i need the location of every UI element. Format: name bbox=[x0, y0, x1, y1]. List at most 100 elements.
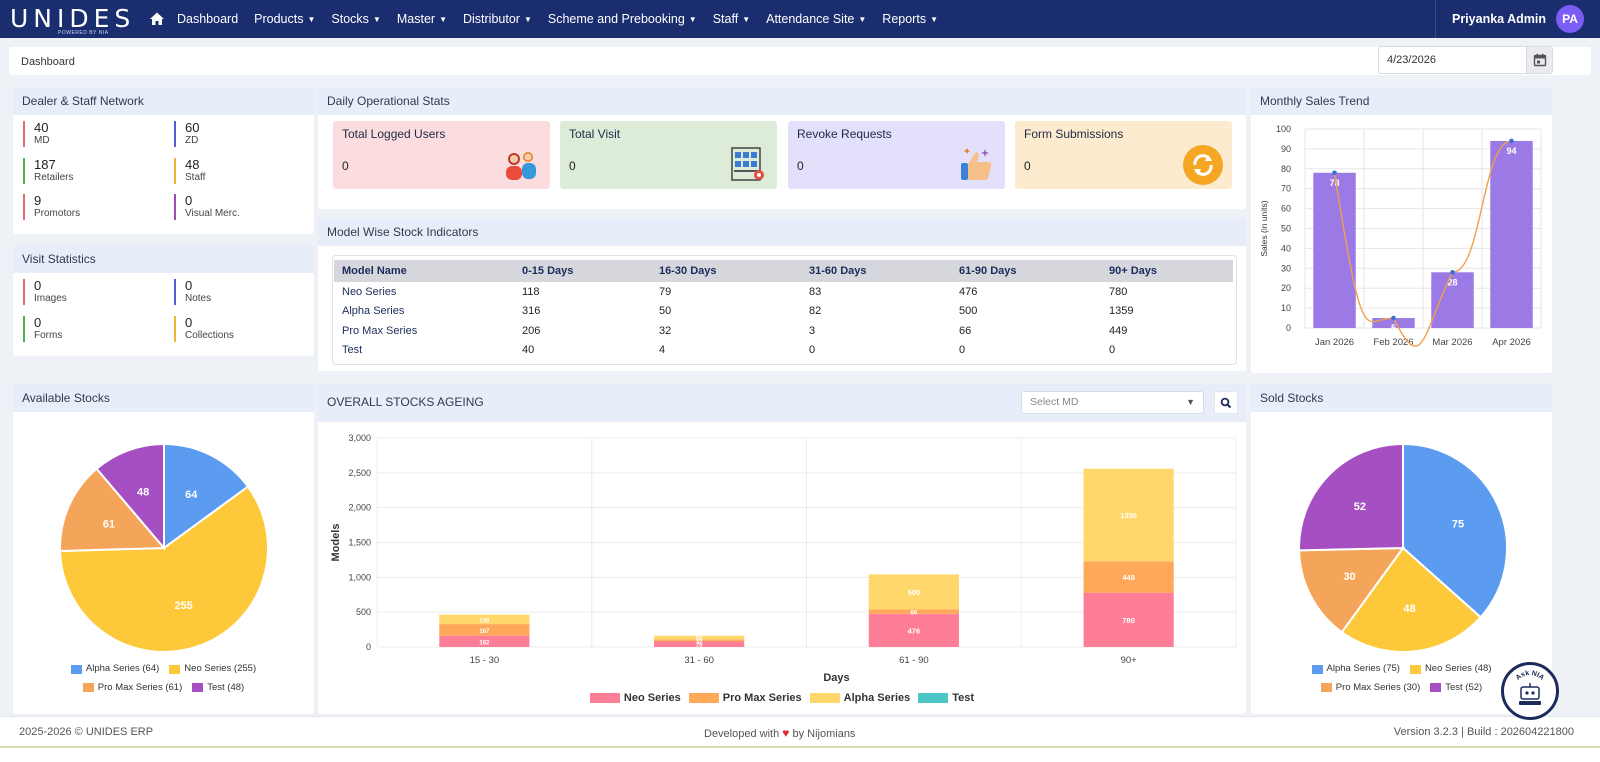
unides-logo[interactable]: UNIDES POWERED BY NIA bbox=[10, 6, 130, 36]
legend-item[interactable]: Test (48) bbox=[192, 679, 244, 697]
bar-segment[interactable] bbox=[868, 609, 959, 614]
pie-slice[interactable] bbox=[1298, 442, 1404, 552]
nav-item-products[interactable]: Products ▼ bbox=[254, 12, 315, 26]
pie-slice-label: 61 bbox=[103, 518, 115, 530]
legend-label: Test bbox=[952, 692, 975, 704]
stat-value: 9 bbox=[34, 193, 42, 208]
pie-slice[interactable] bbox=[163, 442, 250, 550]
legend-item[interactable]: Pro Max Series bbox=[688, 692, 802, 704]
legend-item[interactable]: Test (52) bbox=[1430, 679, 1482, 697]
bar-segment[interactable] bbox=[439, 635, 530, 647]
bar-segment[interactable] bbox=[1083, 592, 1174, 647]
pie-slice-label: 30 bbox=[1343, 571, 1355, 583]
card-title: Visit Statistics bbox=[13, 245, 314, 273]
bar-segment[interactable] bbox=[654, 635, 745, 640]
bar-data-label: 66 bbox=[911, 611, 918, 617]
bar-segment[interactable] bbox=[439, 624, 530, 636]
search-icon bbox=[1220, 397, 1232, 408]
date-input[interactable] bbox=[1379, 47, 1527, 73]
ask-nia-label: Ask NIA bbox=[1515, 670, 1546, 682]
trend-point[interactable] bbox=[1332, 170, 1337, 176]
bar-data-label: 28 bbox=[1447, 277, 1457, 287]
user-menu[interactable]: Priyanka Admin PA bbox=[1434, 0, 1600, 38]
y-tick-label: 20 bbox=[1281, 283, 1291, 293]
table-row: Test 40 4 0 0 0 bbox=[334, 341, 1233, 361]
stat-value: 187 bbox=[34, 156, 56, 172]
pie-slice[interactable] bbox=[59, 467, 167, 553]
y-tick-label: 10 bbox=[1281, 303, 1291, 313]
bar-segment[interactable] bbox=[868, 574, 959, 610]
footer-credit: Developed with ♥ by Nijomians bbox=[704, 726, 855, 740]
legend-item[interactable]: Alpha Series (75) bbox=[1311, 660, 1400, 678]
bar[interactable] bbox=[1313, 172, 1356, 328]
x-tick-label: Feb 2026 bbox=[1373, 337, 1413, 348]
bar-segment[interactable] bbox=[1083, 561, 1174, 593]
legend-label: Alpha Series (75) bbox=[1326, 663, 1400, 674]
chevron-down-icon: ▼ bbox=[742, 14, 751, 24]
legend-item[interactable]: Alpha Series bbox=[809, 692, 910, 704]
bar[interactable] bbox=[1372, 318, 1415, 328]
legend-item[interactable]: Pro Max Series (30) bbox=[1320, 679, 1420, 697]
bar[interactable] bbox=[1490, 140, 1533, 328]
legend-swatch bbox=[809, 693, 840, 703]
nav-item-master[interactable]: Master ▼ bbox=[397, 12, 447, 26]
table-cell: 1359 bbox=[1109, 305, 1134, 318]
trend-point[interactable] bbox=[1509, 138, 1514, 144]
nav-item-dashboard[interactable]: Dashboard bbox=[177, 12, 238, 26]
legend-item[interactable]: Neo Series (48) bbox=[1409, 660, 1491, 678]
bar-data-label: 500 bbox=[908, 588, 921, 597]
legend-item[interactable]: Neo Series bbox=[589, 692, 681, 704]
kpi-card-form-submissions[interactable]: Form Submissions 0 bbox=[1015, 121, 1232, 189]
card-title: Dealer & Staff Network bbox=[13, 87, 314, 115]
nav-item-stocks[interactable]: Stocks ▼ bbox=[331, 12, 380, 26]
bar-segment[interactable] bbox=[1083, 468, 1174, 562]
bar-segment[interactable] bbox=[654, 639, 745, 642]
bar[interactable] bbox=[1431, 272, 1474, 328]
legend-item[interactable]: Alpha Series (64) bbox=[70, 660, 159, 678]
legend-item[interactable]: Test bbox=[918, 692, 974, 704]
table-cell: 118 bbox=[522, 285, 540, 298]
stat-forms: 0 Forms bbox=[23, 315, 62, 342]
nav-item-staff[interactable]: Staff ▼ bbox=[713, 12, 750, 26]
sold-stocks-legend: Alpha Series (75) Neo Series (48) Pro Max … bbox=[1251, 660, 1552, 697]
pie-slice[interactable] bbox=[1298, 546, 1405, 634]
bar-segment[interactable] bbox=[439, 614, 530, 625]
bar-data-label: 136 bbox=[479, 618, 490, 624]
bar-segment[interactable] bbox=[868, 613, 959, 647]
home-icon[interactable] bbox=[149, 11, 165, 27]
y-tick-label: 1,500 bbox=[348, 538, 371, 548]
legend-swatch bbox=[1311, 664, 1323, 674]
table-cell: 0 bbox=[809, 344, 816, 357]
thumbs-up-icon bbox=[961, 148, 992, 180]
legend-item[interactable]: Neo Series (255) bbox=[169, 660, 256, 678]
y-tick-label: 50 bbox=[1281, 224, 1291, 234]
legend-item[interactable]: Pro Max Series (61) bbox=[82, 679, 182, 697]
date-picker[interactable] bbox=[1378, 46, 1553, 74]
search-button[interactable] bbox=[1214, 391, 1238, 414]
kpi-card-total-visit[interactable]: Total Visit 0 bbox=[560, 121, 777, 189]
table-cell: 83 bbox=[809, 285, 822, 298]
logo-tagline: POWERED BY NIA bbox=[58, 30, 109, 36]
trend-point[interactable] bbox=[1391, 315, 1396, 321]
pie-slice[interactable] bbox=[1402, 442, 1508, 619]
card-title: Available Stocks bbox=[13, 384, 314, 412]
trend-point[interactable] bbox=[1450, 269, 1455, 275]
calendar-button[interactable] bbox=[1526, 47, 1552, 73]
x-tick-label: 15 - 30 bbox=[470, 655, 500, 666]
nav-item-reports[interactable]: Reports ▼ bbox=[882, 12, 938, 26]
pie-slice[interactable] bbox=[95, 442, 165, 551]
avatar[interactable]: PA bbox=[1556, 5, 1584, 33]
kpi-card-total-logged-users[interactable]: Total Logged Users 0 bbox=[333, 121, 550, 189]
kpi-title: Total Logged Users bbox=[342, 127, 446, 141]
pie-slice[interactable] bbox=[1340, 546, 1483, 653]
ask-nia-button[interactable]: Ask NIA bbox=[1501, 662, 1559, 720]
model-name-cell: Neo Series bbox=[342, 285, 397, 298]
kpi-card-revoke-requests[interactable]: Revoke Requests 0 bbox=[788, 121, 1005, 189]
bar-segment[interactable] bbox=[654, 641, 745, 647]
y-tick-label: 3,000 bbox=[348, 433, 371, 443]
select-md-dropdown[interactable]: Select MD ▼ bbox=[1021, 391, 1204, 414]
nav-item-attendance-site[interactable]: Attendance Site ▼ bbox=[766, 12, 866, 26]
nav-item-scheme-and-prebooking[interactable]: Scheme and Prebooking ▼ bbox=[548, 12, 697, 26]
pie-slice[interactable] bbox=[59, 485, 269, 653]
nav-item-distributor[interactable]: Distributor ▼ bbox=[463, 12, 532, 26]
